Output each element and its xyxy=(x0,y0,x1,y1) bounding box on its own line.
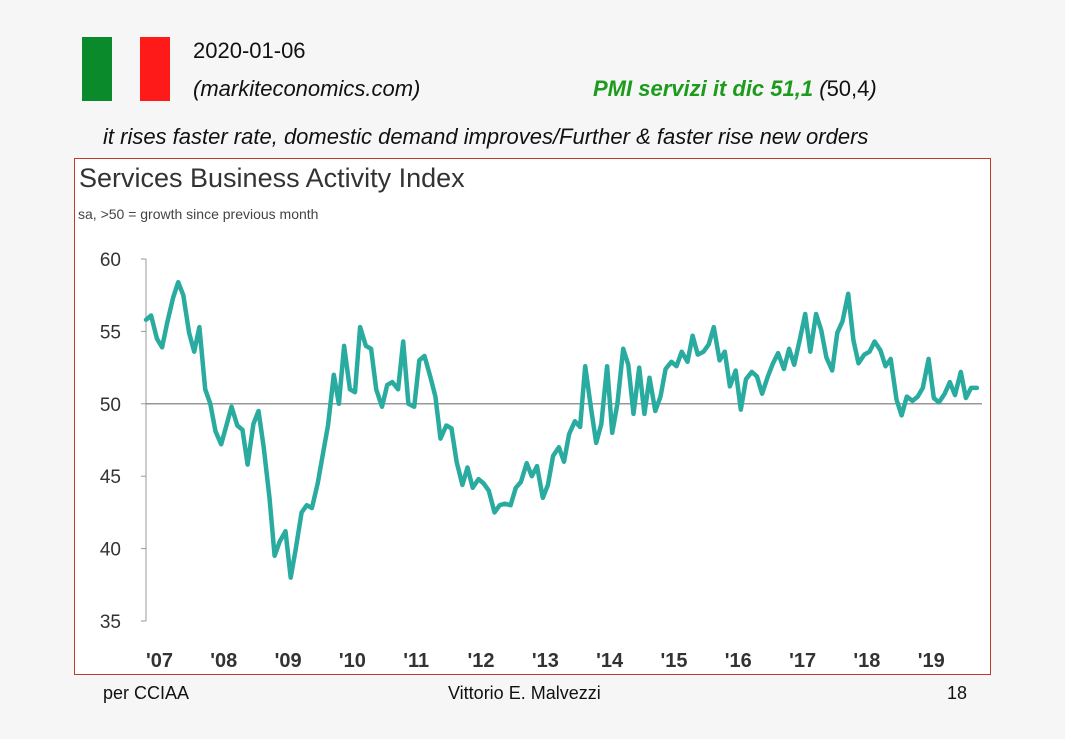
x-tick-label: '14 xyxy=(596,650,624,672)
x-tick-label: '11 xyxy=(403,650,429,672)
pmi-prev-value: 50,4 xyxy=(826,76,870,101)
x-tick-label: '12 xyxy=(468,650,495,672)
italy-flag-green-band xyxy=(82,37,112,101)
date-label: 2020-01-06 xyxy=(193,38,306,63)
x-tick-label: '07 xyxy=(146,650,173,672)
y-tick-label: 55 xyxy=(100,322,121,343)
x-tick-label: '13 xyxy=(532,650,559,672)
footer-left: per CCIAA xyxy=(103,683,190,703)
pmi-prev-open: ( xyxy=(819,76,827,101)
source-label: (markiteconomics.com) xyxy=(193,76,421,101)
x-tick-label: '19 xyxy=(918,650,945,672)
y-tick-label: 50 xyxy=(100,395,121,416)
x-tick-label: '10 xyxy=(339,650,366,672)
pmi-prev-close: ) xyxy=(869,76,877,101)
footer-center: Vittorio E. Malvezzi xyxy=(448,683,601,703)
italy-flag-red-band xyxy=(140,37,170,101)
x-tick-label: '17 xyxy=(789,650,816,672)
pmi-highlight: PMI servizi it dic 51,1 xyxy=(593,76,814,101)
pmi-headline: PMI servizi it dic 51,1 (50,4) xyxy=(593,76,877,102)
y-tick-label: 35 xyxy=(100,612,121,633)
y-tick-label: 40 xyxy=(100,540,121,561)
x-tick-label: '08 xyxy=(210,650,237,672)
series-line xyxy=(143,279,980,580)
x-tick-label: '16 xyxy=(725,650,752,672)
services-activity-chart: 35 40 45 50 55 60 '07 '08 '09 '10 '11 '12 '13 '14 '15 '… xyxy=(100,250,982,672)
x-tick-label: '18 xyxy=(853,650,880,672)
chart-title: Services Business Activity Index xyxy=(79,163,465,193)
chart-subtitle: sa, >50 = growth since previous month xyxy=(78,206,319,222)
y-tick-label: 45 xyxy=(100,467,121,488)
x-tick-label: '15 xyxy=(660,650,687,672)
x-tick-label: '09 xyxy=(275,650,302,672)
chart-frame: Services Business Activity Index sa, >50… xyxy=(74,158,991,675)
slide-subtitle: it rises faster rate, domestic demand im… xyxy=(103,124,869,149)
y-tick-label: 60 xyxy=(100,250,121,271)
page-number: 18 xyxy=(947,683,968,703)
